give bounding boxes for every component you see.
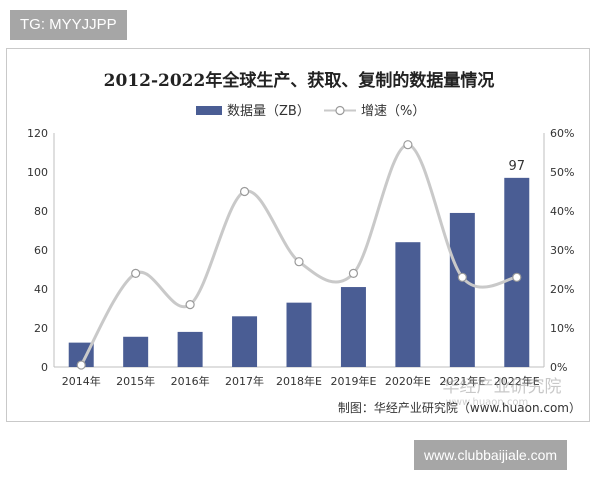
- y-right-tick-label: 20%: [550, 283, 574, 296]
- growth-point: [131, 268, 141, 278]
- x-tick-label: 2016年: [171, 374, 210, 388]
- bar: [449, 212, 475, 367]
- y-right-tick-label: 50%: [550, 166, 574, 179]
- legend-line-marker: [335, 105, 345, 116]
- growth-point: [403, 140, 413, 150]
- x-tick-label: 2019年E: [330, 374, 376, 388]
- x-tick-label: 2018年E: [276, 374, 322, 388]
- bar: [177, 331, 203, 367]
- watermark-url: www.huaon.com: [446, 397, 529, 408]
- y-right-tick-label: 30%: [550, 244, 574, 257]
- watermark: 华经产业研究院: [443, 377, 562, 397]
- chart-frame: 2012-2022年全球生产、获取、复制的数据量情况数据量（ZB） 增速（%） 0 2…: [6, 48, 590, 422]
- bar: [123, 336, 149, 367]
- bar: [504, 177, 530, 367]
- bar: [232, 316, 258, 367]
- growth-point: [512, 272, 522, 282]
- growth-point: [185, 300, 195, 310]
- chart-title: 2012-2022年全球生产、获取、复制的数据量情况: [104, 70, 495, 91]
- bar: [286, 302, 312, 367]
- legend-bar-swatch: [196, 106, 222, 115]
- x-tick-label: 2017年: [225, 374, 264, 388]
- x-tick-label: 2021年E: [439, 374, 485, 388]
- x-tick-label: 2014年: [62, 374, 101, 388]
- x-tick-label: 2015年: [116, 374, 155, 388]
- y-right-tick-label: 40%: [550, 205, 574, 218]
- growth-point: [457, 272, 467, 282]
- source-note: 制图：华经产业研究院（www.huaon.com）: [338, 400, 581, 415]
- x-tick-label: 2020年E: [385, 374, 431, 388]
- y-left-tick-label: 20: [34, 322, 48, 335]
- bar: [340, 287, 366, 367]
- y-left-tick-label: 100: [27, 166, 48, 179]
- growth-point: [348, 268, 359, 278]
- y-left-tick-label: 80: [34, 205, 48, 218]
- y-left-tick-label: 40: [34, 283, 48, 296]
- y-right-tick-label: 60%: [550, 127, 574, 140]
- y-right-tick-label: 0%: [550, 361, 567, 374]
- y-left-tick-label: 0: [41, 361, 48, 374]
- tag-label: TG: MYYJJPP: [10, 10, 127, 40]
- y-right-tick-label: 10%: [550, 322, 574, 335]
- legend-line-label: 增速（%）: [361, 104, 425, 119]
- y-left-tick-label: 120: [27, 127, 48, 140]
- legend-bar-label: 数据量（ZB）: [227, 104, 310, 119]
- site-badge[interactable]: www.clubbaijiale.com: [414, 440, 568, 470]
- growth-point: [239, 186, 250, 197]
- data-label: 97: [509, 159, 526, 174]
- growth-point: [294, 257, 304, 267]
- y-left-tick-label: 60: [34, 244, 48, 257]
- growth-point: [76, 360, 86, 370]
- bar: [395, 242, 421, 367]
- x-tick-label: 2022年E: [494, 374, 540, 388]
